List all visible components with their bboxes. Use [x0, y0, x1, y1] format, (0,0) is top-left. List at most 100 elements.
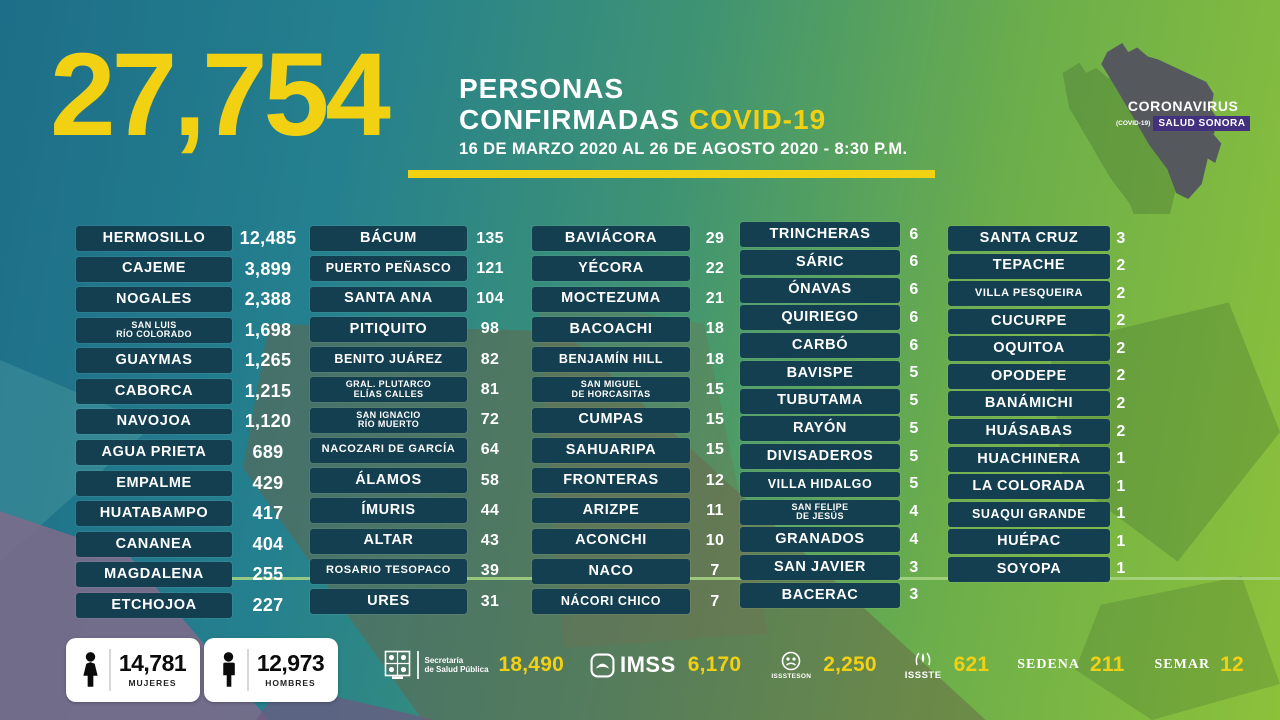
- municipality-count: 58: [480, 471, 500, 489]
- man-icon: [223, 652, 235, 687]
- municipality-name: ETCHOJOA: [111, 596, 197, 613]
- institution-issste: ISSSTE: [905, 650, 942, 681]
- table-row: HUÁSABAS 2: [948, 419, 1132, 445]
- municipality-pill: ARIZPE: [532, 498, 690, 524]
- municipality-name: BACOACHI: [569, 320, 653, 337]
- municipality-name: ALTAR: [363, 532, 414, 549]
- municipality-count: 3: [909, 586, 919, 604]
- table-row: SAN MIGUEL DE HORCASITAS 15: [532, 377, 740, 403]
- municipality-name: HUACHINERA: [977, 450, 1081, 467]
- table-row: PITIQUITO 98: [310, 316, 513, 342]
- municipality-count: 121: [476, 259, 504, 277]
- municipality-name: GUAYMAS: [115, 352, 193, 369]
- municipality-count: 81: [480, 380, 500, 398]
- municipality-pill: OPODEPE: [948, 363, 1110, 389]
- municipality-count: 255: [252, 564, 284, 585]
- title-line2: CONFIRMADAS COVID-19: [459, 104, 907, 136]
- municipality-pill: NACOZARI DE GARCÍA: [310, 437, 467, 463]
- municipality-pill: BACOACHI: [532, 316, 690, 342]
- municipality-pill: ROSARIO TESOPACO: [310, 558, 467, 584]
- municipality-count: 135: [476, 229, 504, 247]
- brand-covid19: (COVID-19): [1116, 120, 1151, 127]
- table-row: FRONTERAS 12: [532, 468, 740, 493]
- brand-coronavirus: CORONAVIRUS: [1127, 98, 1239, 114]
- municipality-name: SAN JAVIER: [774, 559, 866, 576]
- municipality-name: SAN IGNACIO RÍO MUERTO: [356, 409, 421, 429]
- municipality-count: 5: [909, 475, 919, 493]
- municipality-pill: BAVISPE: [740, 360, 900, 386]
- table-row: TEPACHE 2: [948, 253, 1132, 279]
- institution-isssteson: ISSSTESON: [771, 651, 811, 680]
- municipality-name: BENJAMÍN HILL: [558, 351, 664, 366]
- municipality-pill: BANÁMICHI: [948, 391, 1110, 417]
- institution-salud-sonora: Secretaría de Salud Pública: [384, 650, 489, 680]
- municipality-name: SOYOPA: [996, 560, 1062, 577]
- municipality-pill: MOCTEZUMA: [532, 286, 690, 312]
- card-divider: [108, 649, 111, 691]
- salud-sonora-crest-icon: [384, 650, 411, 679]
- table-row: OPODEPE 2: [948, 363, 1132, 389]
- isssteson-label: ISSSTESON: [771, 672, 812, 680]
- municipality-pill: AGUA PRIETA: [76, 440, 232, 466]
- municipality-count: 29: [705, 229, 725, 247]
- table-row: BACERAC 3: [740, 582, 928, 608]
- table-row: HUÉPAC 1: [948, 529, 1132, 555]
- table-row: YÉCORA 22: [532, 256, 740, 282]
- municipality-count: 5: [909, 419, 919, 437]
- table-row: ARIZPE 11: [532, 498, 740, 524]
- municipality-column-2: BÁCUM 135 PUERTO PEÑASCO 121 SANTA ANA 104 PIT…: [310, 226, 513, 614]
- municipality-name: TEPACHE: [992, 257, 1066, 274]
- table-row: ÍMURIS 44: [310, 498, 513, 524]
- municipality-pill: SAN JAVIER: [740, 555, 900, 581]
- table-row: NÁCORI CHICO 7: [532, 589, 740, 614]
- municipality-name: NOGALES: [116, 291, 192, 308]
- men-count: 12,973: [256, 650, 325, 676]
- municipality-count: 1,215: [244, 380, 292, 401]
- municipality-name: HUÁSABAS: [985, 422, 1073, 439]
- municipality-pill: NOGALES: [76, 287, 232, 313]
- municipality-count: 1: [1116, 505, 1126, 523]
- municipality-pill: FRONTERAS: [532, 468, 690, 493]
- municipality-name: FRONTERAS: [563, 471, 659, 488]
- municipality-count: 21: [705, 290, 725, 307]
- isssteson-count: 2,250: [823, 653, 877, 676]
- table-row: BENITO JUÁREZ 82: [310, 347, 513, 372]
- municipality-name: ROSARIO TESOPACO: [326, 564, 451, 577]
- municipality-count: 1: [1116, 532, 1126, 550]
- municipality-count: 2: [1116, 394, 1126, 412]
- municipality-name: NÁCORI CHICO: [560, 593, 662, 608]
- imss-eagle-icon: [590, 653, 615, 677]
- date-range: 16 DE MARZO 2020 AL 26 DE AGOSTO 2020 - …: [459, 139, 908, 158]
- table-row: SUAQUI GRANDE 1: [948, 501, 1132, 527]
- municipality-pill: HUÉPAC: [948, 529, 1110, 555]
- municipality-count: 98: [480, 320, 500, 338]
- table-row: RAYÓN 5: [740, 416, 928, 442]
- municipality-pill: GUAYMAS: [76, 348, 232, 374]
- municipality-pill: SANTA CRUZ: [948, 226, 1110, 251]
- municipality-count: 6: [909, 253, 919, 271]
- table-row: CANANEA 404: [76, 531, 304, 557]
- municipality-name: BACERAC: [781, 586, 859, 603]
- municipality-count: 7: [710, 592, 720, 610]
- table-row: BANÁMICHI 2: [948, 391, 1132, 417]
- table-row: ROSARIO TESOPACO 39: [310, 558, 513, 584]
- municipality-count: 43: [480, 532, 500, 549]
- municipality-count: 12,485: [239, 228, 297, 248]
- municipality-name: URES: [367, 592, 410, 609]
- issste-label: ISSSTE: [904, 669, 942, 681]
- municipality-count: 82: [480, 350, 500, 368]
- municipality-name: BENITO JUÁREZ: [334, 351, 443, 366]
- municipality-column-5: SANTA CRUZ 3 TEPACHE 2 VILLA PESQUEIRA 2 CUCUR…: [948, 226, 1132, 582]
- municipality-name: CARBÓ: [791, 336, 849, 353]
- municipality-name: AGUA PRIETA: [101, 443, 207, 460]
- municipality-count: 1,120: [244, 411, 292, 432]
- municipality-pill: HUATABAMPO: [76, 501, 232, 527]
- table-row: SAN LUIS RÍO COLORADO 1,698: [76, 317, 304, 343]
- municipality-pill: CANANEA: [76, 531, 232, 557]
- municipality-count: 10: [705, 532, 725, 549]
- municipality-count: 689: [252, 442, 284, 463]
- total-confirmed-count: 27,754: [50, 29, 391, 161]
- municipality-name: NACO: [588, 562, 634, 579]
- table-row: NACO 7: [532, 558, 740, 584]
- municipality-pill: SANTA ANA: [310, 286, 467, 312]
